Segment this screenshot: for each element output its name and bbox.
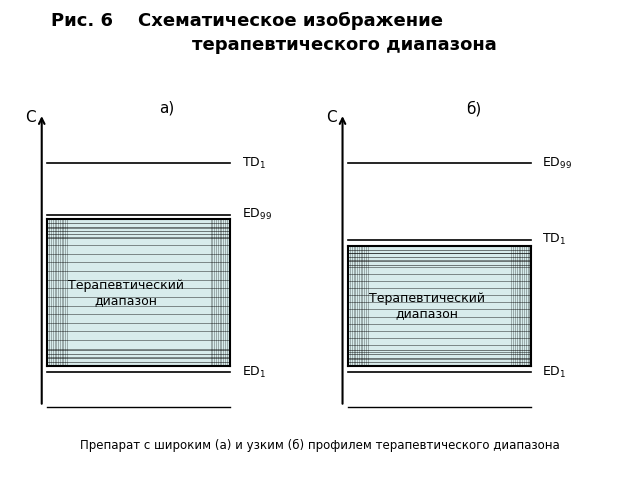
Text: С: С <box>326 110 336 125</box>
Text: TD$_1$: TD$_1$ <box>242 156 266 171</box>
Text: TD$_1$: TD$_1$ <box>543 232 566 247</box>
Text: ED$_{99}$: ED$_{99}$ <box>242 207 272 222</box>
Text: Рис. 6    Схематическое изображение: Рис. 6 Схематическое изображение <box>51 12 443 30</box>
Text: ED$_1$: ED$_1$ <box>543 365 567 380</box>
Bar <box>47 219 230 366</box>
Text: терапевтического диапазона: терапевтического диапазона <box>192 36 497 54</box>
Text: Препарат с широким (а) и узким (б) профилем терапевтического диапазона: Препарат с широким (а) и узким (б) профи… <box>80 439 560 452</box>
Text: б): б) <box>466 101 481 117</box>
Text: ED$_1$: ED$_1$ <box>242 365 266 380</box>
Text: а): а) <box>159 101 174 116</box>
Text: С: С <box>25 110 35 125</box>
Bar <box>348 246 531 366</box>
Text: ED$_{99}$: ED$_{99}$ <box>543 156 573 171</box>
Text: Терапевтический
диапазон: Терапевтический диапазон <box>369 292 485 320</box>
Text: Терапевтический
диапазон: Терапевтический диапазон <box>68 279 184 307</box>
